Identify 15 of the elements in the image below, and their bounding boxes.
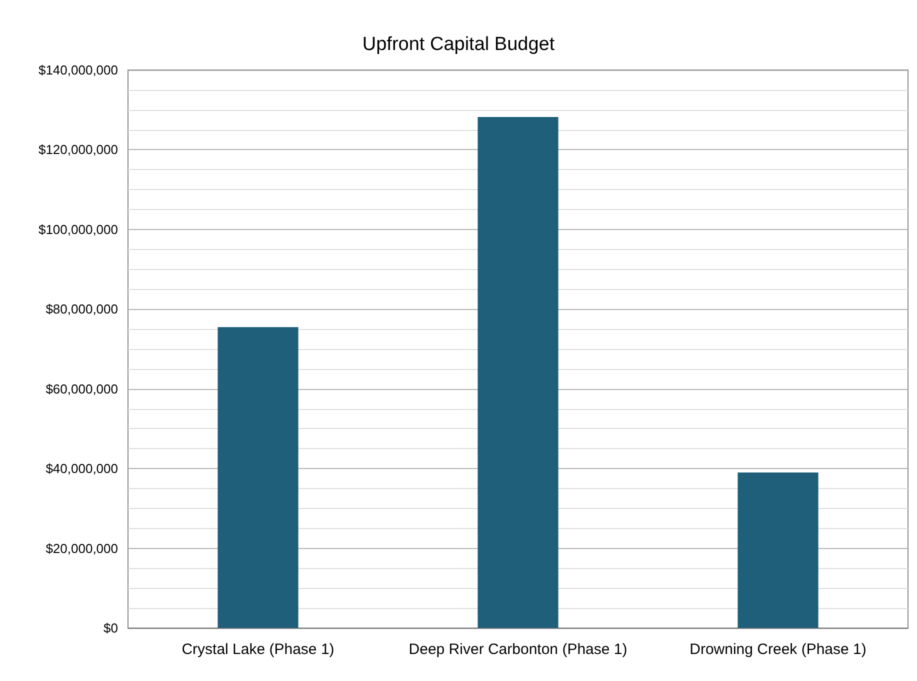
y-tick-label: $20,000,000	[46, 540, 118, 556]
y-tick-label: $120,000,000	[38, 142, 118, 158]
y-tick-label: $40,000,000	[46, 461, 118, 476]
y-tick-label: $80,000,000	[46, 302, 118, 317]
y-tick-label: $60,000,000	[46, 381, 118, 396]
bar	[478, 117, 558, 628]
x-tick-label: Crystal Lake (Phase 1)	[182, 641, 334, 658]
y-tick-label: $140,000,000	[38, 62, 118, 78]
y-tick-label: $0	[104, 620, 118, 636]
bar	[218, 327, 298, 628]
x-tick-label: Deep River Carbonton (Phase 1)	[408, 641, 628, 658]
bar	[738, 472, 818, 628]
y-tick-label: $100,000,000	[38, 222, 118, 237]
x-tick-label: Drowning Creek (Phase 1)	[690, 641, 866, 658]
chart-title: Upfront Capital Budget	[362, 34, 556, 55]
